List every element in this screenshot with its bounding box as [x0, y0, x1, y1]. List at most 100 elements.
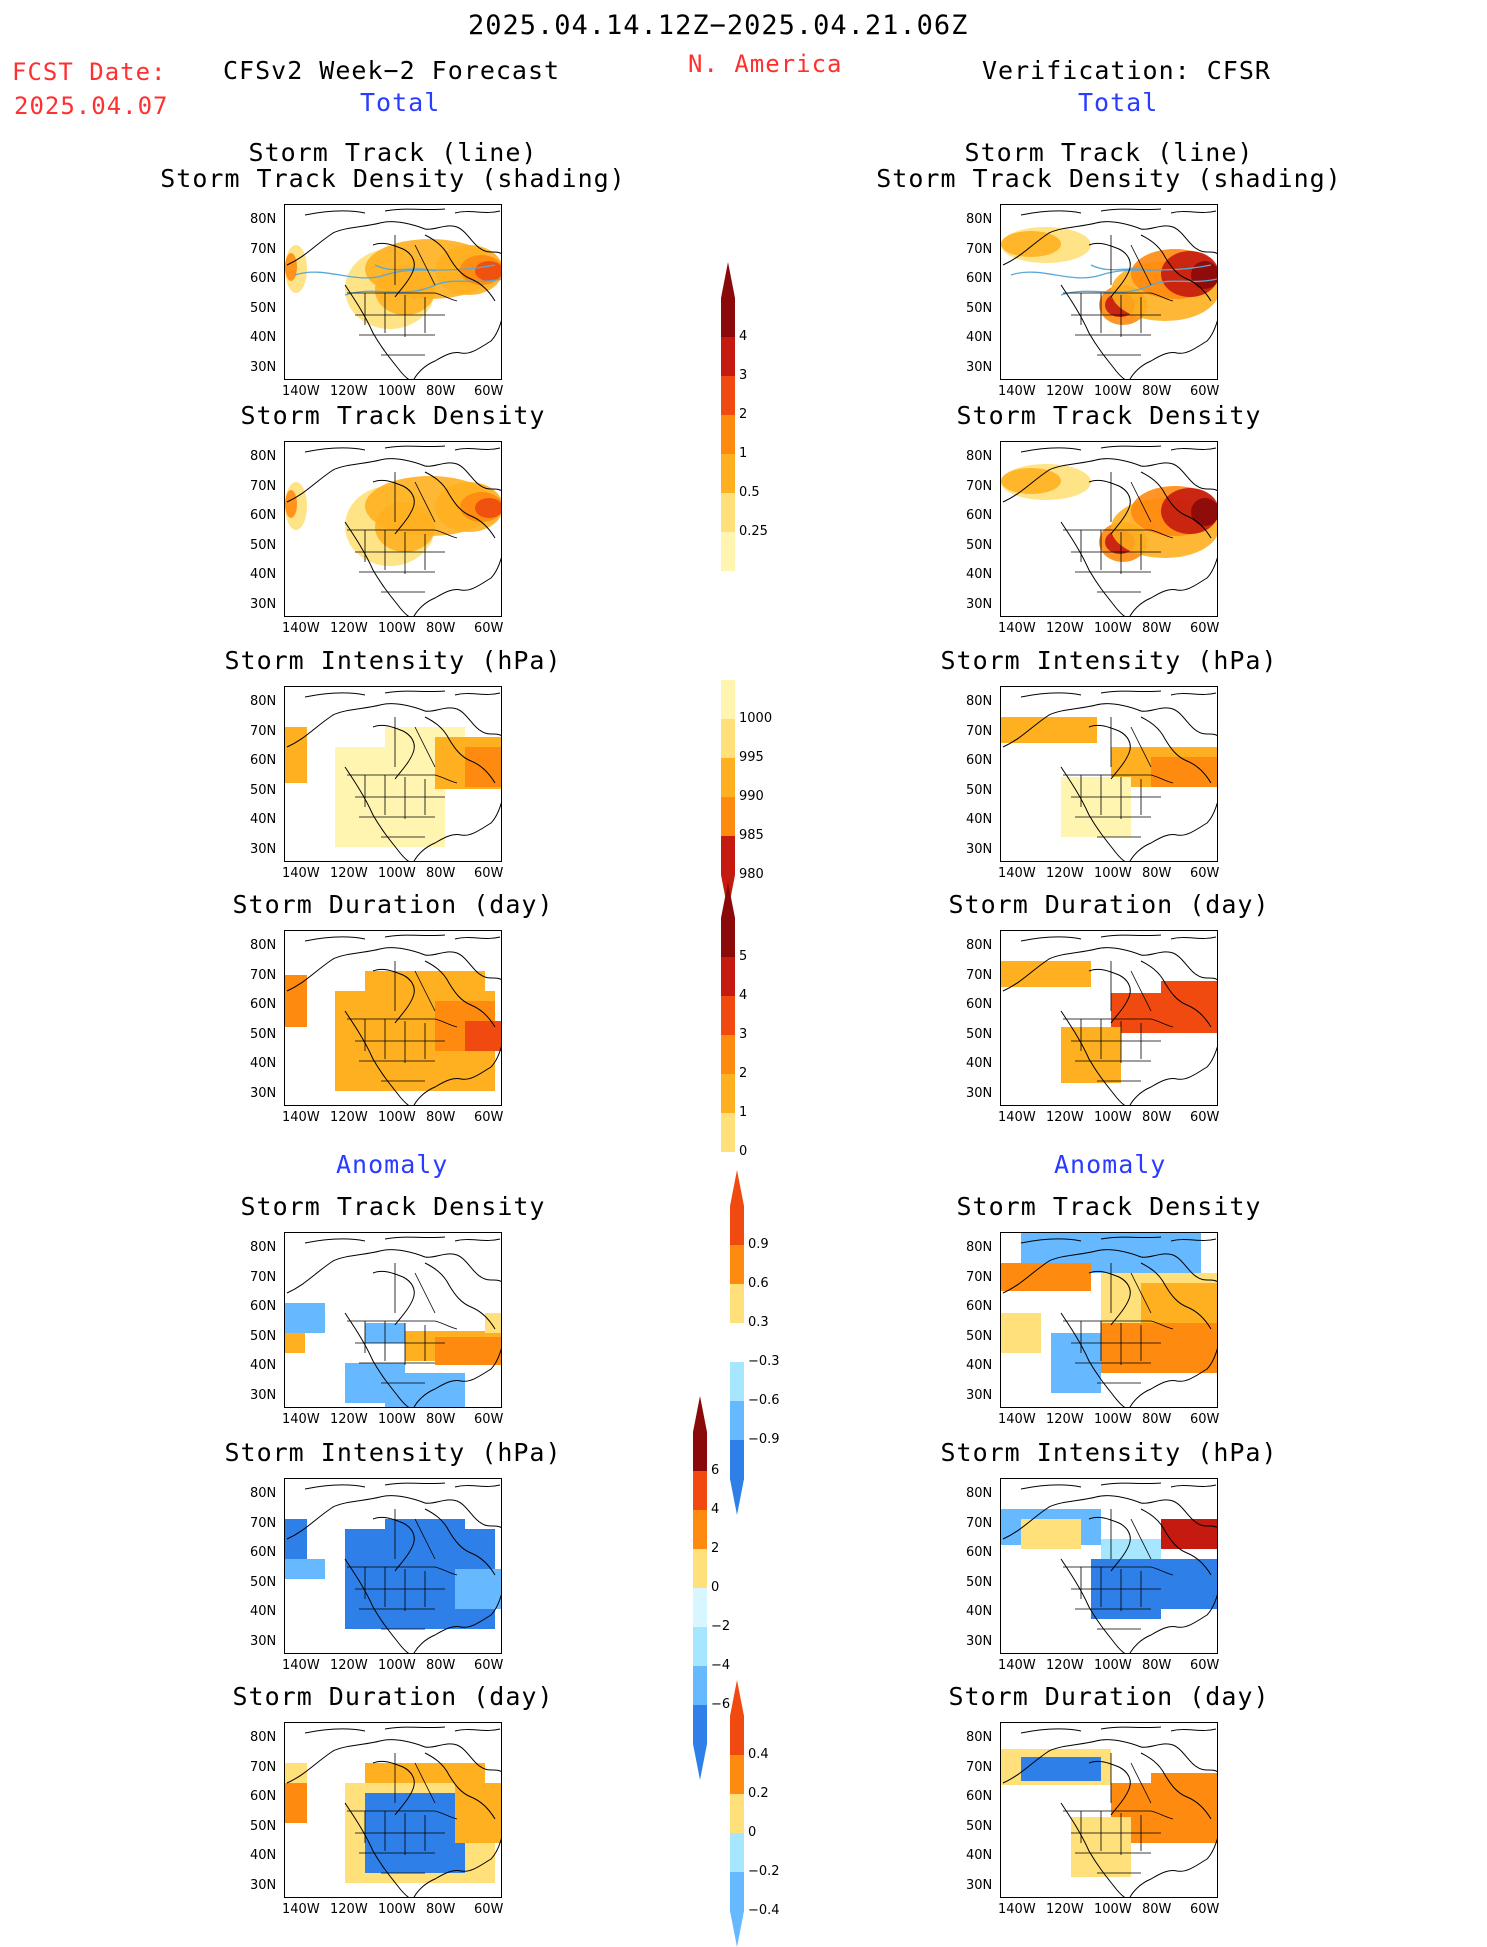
coastline [286, 947, 501, 992]
lon-label: 60W [1190, 1658, 1220, 1673]
density-shading [475, 261, 501, 281]
state-border [1063, 774, 1174, 784]
colorbar-label: 0 [748, 1825, 757, 1840]
lat-label: 80N [250, 1730, 277, 1745]
map-panel-laint [284, 1478, 502, 1654]
coastline [1060, 766, 1126, 861]
state-border [347, 529, 458, 539]
lat-label: 30N [966, 1877, 993, 1893]
grid-cell-shading [285, 727, 307, 783]
colorbar-segment [730, 1755, 744, 1794]
coastline [372, 1270, 415, 1326]
lat-label: 70N [966, 723, 993, 739]
coastline [344, 1558, 410, 1653]
map-panel-ldur [284, 930, 502, 1106]
state-border [1110, 235, 1152, 286]
colorbar-segment [721, 1074, 735, 1113]
lat-label: 80N [250, 212, 277, 227]
state-border [1110, 717, 1152, 768]
lat-label: 30N [250, 596, 277, 612]
grid-cell-shading [1001, 717, 1097, 743]
lon-label: 80W [1142, 1412, 1172, 1427]
coastline [1088, 968, 1131, 1024]
lon-label: 120W [1046, 621, 1084, 636]
panel-title-laint-0: Storm Intensity (hPa) [224, 1438, 562, 1467]
colorbar-segment [693, 1471, 707, 1510]
lat-label: 80N [966, 449, 993, 464]
lat-label: 70N [250, 241, 277, 257]
colorbar-segment [730, 1872, 744, 1911]
state-border [347, 292, 458, 302]
coastline [1002, 458, 1217, 503]
grid-cell-shading [455, 1783, 501, 1843]
coastline [1002, 703, 1217, 748]
state-border [394, 717, 436, 768]
lat-label: 60N [250, 997, 277, 1012]
panel-title-rtrack-1: Storm Track Density (shading) [876, 164, 1342, 193]
colorbar-segment [721, 758, 735, 797]
lat-label: 30N [966, 596, 993, 612]
state-border [1080, 530, 1142, 574]
coastline [413, 1594, 501, 1653]
grid-cell-shading [1151, 1773, 1217, 1823]
lat-label: 70N [966, 967, 993, 983]
state-border [1110, 472, 1152, 523]
right-anomaly-label: Anomaly [1054, 1150, 1167, 1179]
state-border [355, 796, 445, 838]
coastline [344, 766, 410, 861]
colorbar-segment [721, 1035, 735, 1074]
grid-cell-shading [485, 1313, 501, 1333]
map-panel-raint [1000, 1478, 1218, 1654]
coastline [1140, 960, 1212, 1028]
lat-label: 60N [250, 271, 277, 286]
lon-label: 120W [1046, 384, 1084, 399]
lon-label: 80W [1142, 1902, 1172, 1917]
storm-track-line [1010, 264, 1212, 279]
colorbar-label: 3 [739, 368, 748, 383]
fcst-date-value: 2025.04.07 [14, 92, 169, 120]
state-border [1063, 1018, 1174, 1028]
density-shading [285, 490, 297, 518]
coastline [304, 934, 501, 942]
lat-label: 80N [966, 938, 993, 953]
colorbar-duration-anom [730, 1680, 744, 1947]
coastline [286, 221, 501, 266]
panel-title-radur-0: Storm Duration (day) [948, 1682, 1270, 1711]
lon-label: 80W [426, 1412, 456, 1427]
lon-label: 140W [282, 621, 320, 636]
coastline [1020, 445, 1217, 453]
lon-label: 120W [1046, 866, 1084, 881]
lat-label: 40N [966, 330, 993, 345]
state-border [355, 1342, 445, 1384]
map-panel-rdens [1000, 441, 1218, 617]
colorbar-segment [721, 680, 735, 719]
state-border [1071, 314, 1161, 356]
coastline [1129, 1348, 1217, 1407]
coastline [286, 703, 501, 748]
density-shading [475, 498, 501, 518]
map-panel-ldens [284, 441, 502, 617]
lon-label: 80W [1142, 384, 1172, 399]
lat-label: 30N [966, 841, 993, 857]
grid-cell-shading [285, 975, 307, 1027]
lat-label: 50N [966, 300, 993, 316]
colorbar-label: −0.4 [748, 1903, 780, 1918]
colorbar-label: 995 [739, 750, 764, 765]
lon-label: 80W [426, 384, 456, 399]
colorbar-label: −6 [711, 1697, 731, 1712]
map-panel-ltrack [284, 204, 502, 380]
lon-label: 60W [474, 1412, 504, 1427]
coastline [1129, 802, 1217, 861]
coastline [344, 1010, 410, 1105]
colorbar-segment [730, 1362, 744, 1401]
colorbar-segment [730, 1245, 744, 1284]
coastline [286, 1249, 501, 1294]
lon-label: 140W [998, 621, 1036, 636]
coastline [413, 802, 501, 861]
density-shading [375, 502, 435, 552]
coastline [304, 208, 501, 216]
lat-label: 30N [250, 1387, 277, 1403]
grid-cell-shading [1001, 961, 1091, 987]
state-border [347, 1810, 458, 1820]
colorbar-segment [730, 1323, 744, 1362]
